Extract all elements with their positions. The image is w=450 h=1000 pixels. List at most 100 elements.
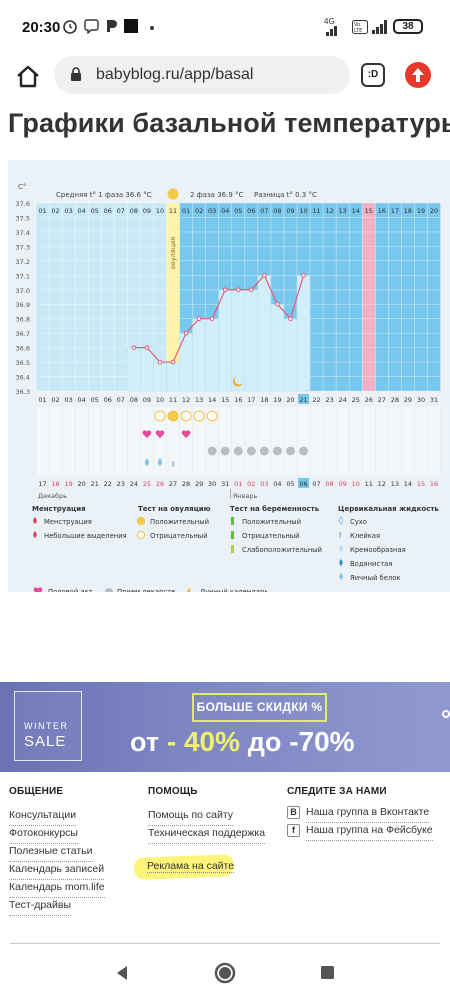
cycle-day-label: 18: [404, 207, 412, 215]
legend-medicine-icon: [105, 588, 113, 592]
tabs-button[interactable]: :D: [361, 63, 385, 87]
y-tick-label: 36.8: [16, 316, 30, 324]
date-label: 08: [325, 480, 333, 488]
footer-link-calendar[interactable]: Календарь записей: [9, 862, 105, 880]
y-tick-label: 36.3: [16, 388, 30, 396]
home-nav-icon[interactable]: [214, 962, 236, 984]
date-label: 02: [247, 480, 255, 488]
footer-link-facebook[interactable]: f Наша группа на Фейсбуке: [287, 823, 433, 841]
legend-item: Отрицательный: [150, 532, 208, 540]
ovulation-test-icon: [206, 410, 218, 422]
legend-bottom-item: Прием лекарств: [117, 588, 175, 592]
temperature-point: [262, 273, 267, 278]
cycle-strip-day: 16: [234, 396, 242, 404]
update-icon[interactable]: [405, 62, 431, 88]
y-tick-label: 37.5: [16, 214, 30, 222]
footer-link-test-drives[interactable]: Тест-драйвы: [9, 898, 72, 916]
cycle-day-label: 10: [156, 207, 164, 215]
cycle-strip-day: 01: [38, 396, 46, 404]
vk-icon: В: [287, 805, 300, 819]
cycle-day-label: 02: [51, 207, 59, 215]
cycle-day-label: 12: [325, 207, 333, 215]
legend-drop-icon: [338, 516, 344, 525]
cycle-strip-day: 28: [391, 396, 399, 404]
temperature-point: [144, 345, 150, 350]
legend-item: Слабоположительный: [242, 546, 322, 554]
y-tick-label: 36.9: [16, 301, 30, 309]
cycle-strip-day: 02: [51, 396, 59, 404]
more-discounts-button[interactable]: БОЛЬШЕ СКИДКИ %: [192, 693, 327, 722]
footer-divider: [10, 943, 440, 944]
month-label-january: Январь: [233, 492, 258, 500]
footer-col-communication: ОБЩЕНИЕ Консультации Фотоконкурсы Полезн…: [9, 786, 105, 916]
fluid-drop-icon: [144, 458, 149, 466]
footer-link-support[interactable]: Техническая поддержка: [148, 826, 266, 844]
p-app-icon: [107, 20, 117, 32]
ovulation-label: овуляция: [169, 237, 177, 269]
viber-icon: [84, 19, 99, 34]
cycle-strip-day: 09: [143, 396, 151, 404]
cycle-strip-day: 27: [378, 396, 386, 404]
temperature-bar: [270, 304, 285, 392]
events-area: [36, 407, 441, 475]
ovulation-test-icon: [167, 410, 179, 422]
legend-drop-icon: [33, 531, 37, 538]
intercourse-heart-icon: [142, 430, 152, 438]
footer-link-articles[interactable]: Полезные статьи: [9, 844, 93, 862]
legend-circle-icon: [136, 530, 146, 540]
sale-banner[interactable]: WINTER SALE БОЛЬШЕ СКИДКИ % от - 40% до …: [0, 682, 450, 772]
address-bar[interactable]: babyblog.ru/app/basal: [54, 56, 350, 94]
temperature-bar: [153, 361, 167, 392]
temperature-point: [183, 330, 189, 336]
moon-icon: [232, 377, 243, 387]
recents-icon[interactable]: [320, 965, 335, 980]
status-bar: 20:30 4G Vo LTE 38: [0, 0, 450, 56]
medicine-icon: [220, 446, 230, 456]
cycle-day-label: 11: [169, 207, 177, 215]
chart-svg: 37.6 37.5 37.4 37.3 37.2 37.1 37.0 36.9 36.8 36.7…: [16, 183, 441, 592]
footer-link-photo-contests[interactable]: Фотоконкурсы: [9, 826, 78, 844]
date-label: 13: [391, 480, 399, 488]
y-tick-label: 37.2: [16, 258, 30, 266]
date-label: 07: [312, 480, 320, 488]
y-tick-label: 37.0: [16, 287, 30, 295]
phase1-label: Средняя t° 1 фаза 36.6 °C: [56, 191, 152, 199]
back-icon[interactable]: [114, 965, 130, 981]
footer-link-advertising[interactable]: Реклама на сайте: [147, 860, 235, 873]
cycle-strip-day: 10: [156, 396, 164, 404]
network-type-label: 4G: [324, 17, 335, 26]
y-tick-label: 36.4: [16, 374, 30, 382]
basal-chart: 37.6 37.5 37.4 37.3 37.2 37.1 37.0 36.9 36.8 36.7…: [8, 160, 450, 592]
cycle-strip-day: 30: [417, 396, 425, 404]
footer-link-consultations[interactable]: Консультации: [9, 808, 77, 826]
cycle-day-label: 08: [130, 207, 138, 215]
footer-link-site-help[interactable]: Помощь по сайту: [148, 808, 234, 826]
cycle-day-label: 07: [117, 207, 125, 215]
date-label: 01: [234, 480, 242, 488]
ovulation-test-icon: [180, 410, 192, 422]
facebook-label: Наша группа на Фейсбуке: [306, 823, 433, 841]
winter-sale-logo: [14, 691, 82, 761]
temperature-bar: [296, 275, 311, 392]
home-icon[interactable]: [14, 62, 42, 90]
legend-fluid-icon: [339, 573, 343, 580]
legend-title: Тест на овуляцию: [138, 505, 211, 513]
browser-toolbar: babyblog.ru/app/basal :D: [0, 56, 450, 96]
sale-percent-2: -70%: [289, 726, 355, 757]
url-text: babyblog.ru/app/basal: [96, 66, 254, 83]
signal-icon: [326, 26, 337, 36]
footer-link-momlife[interactable]: Календарь mom.life: [9, 880, 105, 898]
cycle-day-label: 08: [273, 207, 281, 215]
legend-item: Водянистая: [350, 560, 392, 568]
legend-fluid-icon: [339, 559, 343, 566]
selected-date-bg: [298, 478, 310, 488]
legend-bar-icon: [231, 545, 234, 553]
footer-link-vk[interactable]: В Наша группа в Вконтакте: [287, 805, 433, 823]
y-tick-label: 36.7: [16, 330, 30, 338]
legend-drop-icon: [33, 517, 37, 524]
cycle-strip-day: 21: [299, 396, 307, 404]
legend-title: Менструация: [32, 505, 86, 513]
temperature-bar: [205, 318, 219, 392]
banner-nav-dot-icon[interactable]: [442, 710, 450, 718]
date-label: 26: [156, 480, 164, 488]
